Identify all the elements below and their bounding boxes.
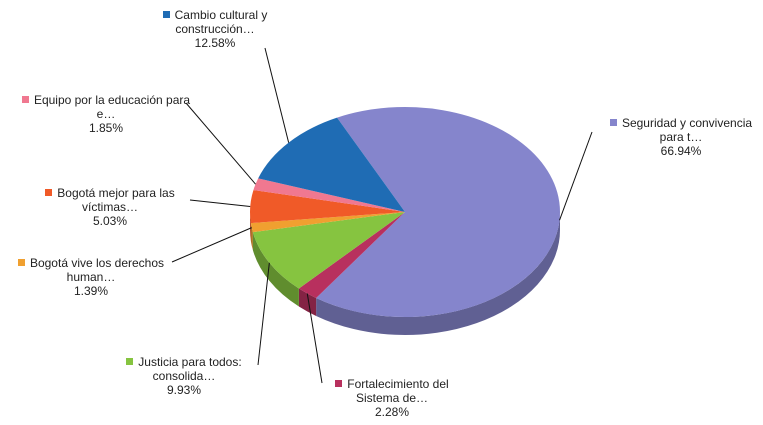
data-label: Bogotá vive los derechos human… 1.39% bbox=[4, 256, 178, 298]
category-label: Bogotá vive los derechos human… bbox=[29, 256, 165, 284]
leader-line bbox=[171, 227, 252, 263]
legend-swatch bbox=[21, 96, 29, 103]
slice bbox=[250, 212, 405, 233]
slice bbox=[258, 117, 405, 212]
category-label: Cambio cultural y construcción… bbox=[174, 8, 268, 36]
value-label: 9.93% bbox=[166, 383, 202, 397]
slice-side bbox=[250, 212, 251, 242]
category-label: Bogotá mejor para las víctimas… bbox=[57, 186, 175, 214]
data-label: Equipo por la educación para e… 1.85% bbox=[20, 93, 192, 135]
category-label: Justicia para todos: consolida… bbox=[138, 355, 242, 383]
slice bbox=[253, 178, 405, 212]
value-label: 2.28% bbox=[374, 405, 410, 419]
legend-swatch bbox=[335, 380, 343, 387]
data-label: Justicia para todos: consolida… 9.93% bbox=[104, 355, 264, 397]
value-label: 66.94% bbox=[660, 144, 702, 158]
leader-line bbox=[306, 293, 323, 384]
slice bbox=[298, 212, 405, 299]
leader-line bbox=[559, 131, 593, 221]
slice bbox=[250, 190, 405, 224]
slice-side bbox=[250, 223, 253, 251]
value-label: 12.58% bbox=[194, 36, 236, 50]
category-label: Equipo por la educación para e… bbox=[33, 93, 191, 121]
slice bbox=[252, 212, 405, 289]
data-label: Cambio cultural y construcción… 12.58% bbox=[148, 8, 282, 50]
legend-swatch bbox=[45, 189, 53, 196]
legend-swatch bbox=[17, 259, 25, 266]
slice-side bbox=[316, 212, 560, 335]
value-label: 5.03% bbox=[92, 214, 128, 228]
leader-line bbox=[185, 102, 256, 185]
data-label: Fortalecimiento del Sistema de… 2.28% bbox=[322, 377, 462, 419]
value-label: 1.85% bbox=[88, 121, 124, 135]
slice bbox=[316, 106, 560, 317]
legend-swatch bbox=[162, 11, 170, 18]
legend-swatch bbox=[126, 358, 134, 365]
legend-swatch bbox=[609, 119, 617, 126]
data-label: Bogotá mejor para las víctimas… 5.03% bbox=[26, 186, 194, 228]
category-label: Fortalecimiento del Sistema de… bbox=[347, 377, 449, 405]
slice-side bbox=[252, 232, 299, 307]
leader-line bbox=[189, 199, 251, 208]
leader-line bbox=[264, 47, 290, 143]
data-label: Seguridad y convivencia para t… 66.94% bbox=[600, 116, 762, 158]
category-label: Seguridad y convivencia para t… bbox=[621, 116, 753, 144]
leader-line bbox=[257, 262, 270, 366]
value-label: 1.39% bbox=[73, 284, 109, 298]
slice-side bbox=[298, 288, 317, 317]
